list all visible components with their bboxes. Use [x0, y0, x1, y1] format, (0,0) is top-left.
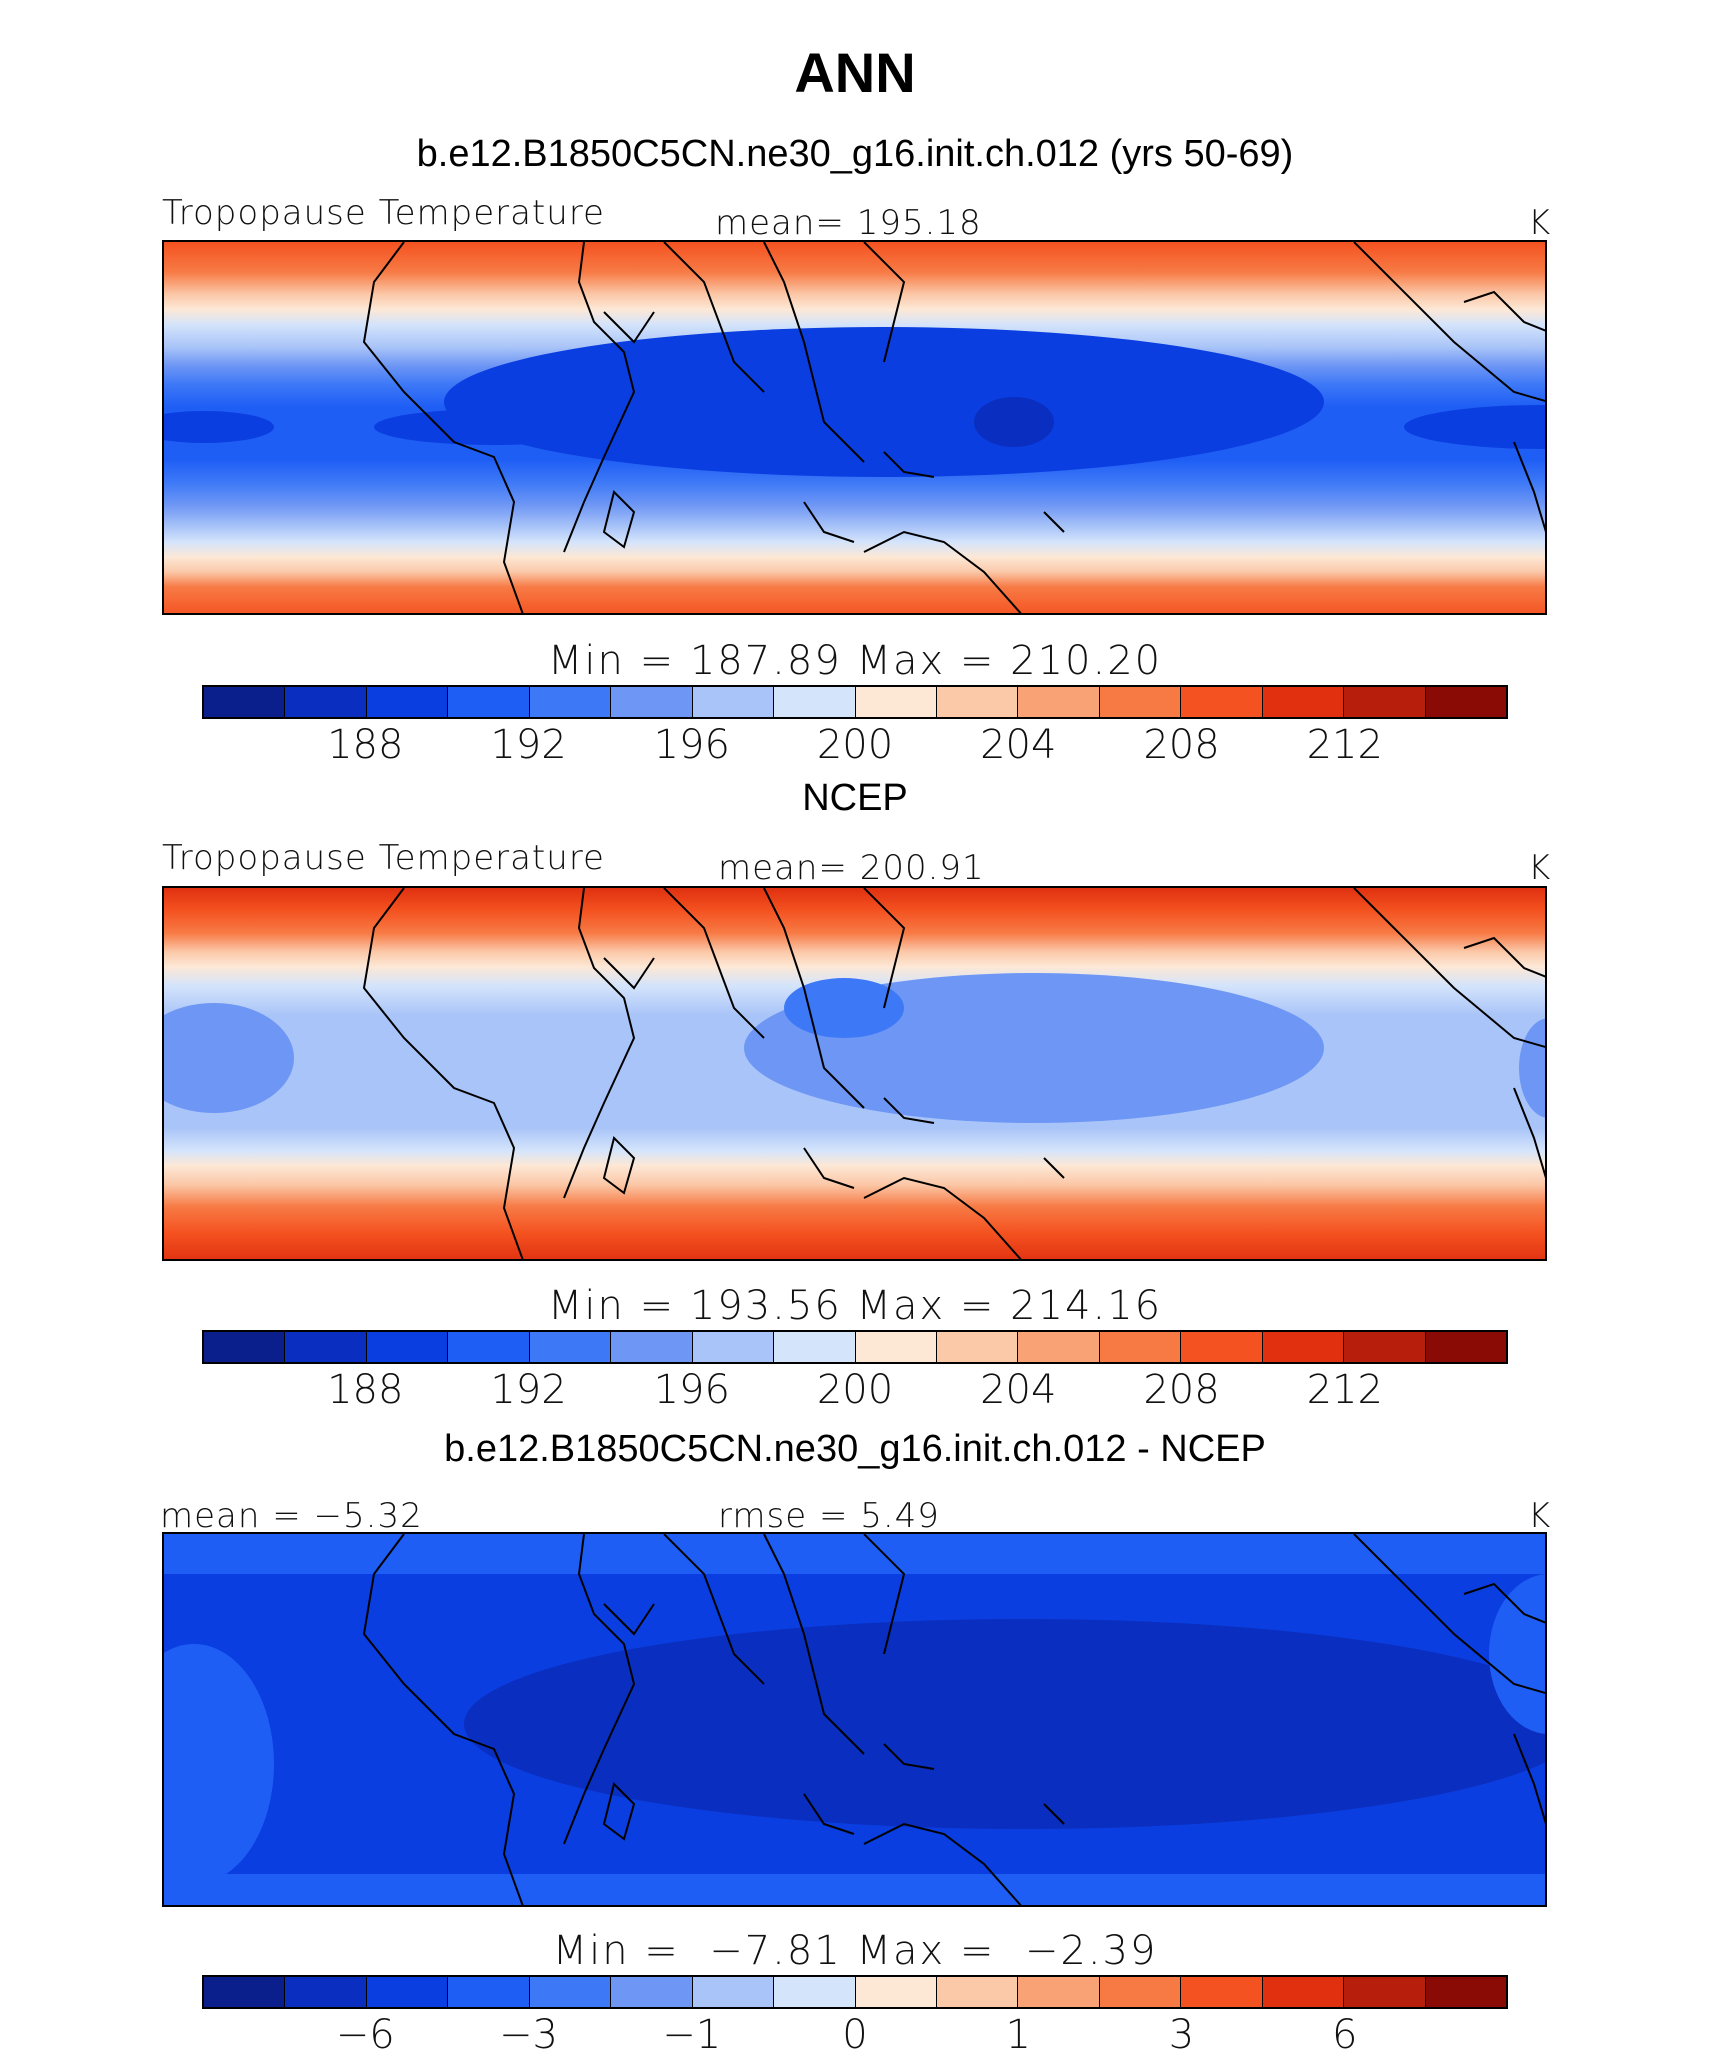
- colorbar-swatch: [1425, 1332, 1506, 1362]
- colorbar-swatch: [1344, 1977, 1426, 2007]
- panel-2-units-label: K: [1528, 848, 1552, 888]
- colorbar-swatch: [366, 1332, 449, 1362]
- panel-1-colorbar: [202, 685, 1508, 719]
- colorbar-tick-label: 188: [327, 1367, 404, 1413]
- panel-1-map: [162, 240, 1547, 615]
- colorbar-swatch: [285, 687, 367, 717]
- colorbar-tick-label: 208: [1143, 722, 1220, 768]
- colorbar-tick-label: 3: [1168, 2012, 1195, 2058]
- panel-2-variable-label: Tropopause Temperature: [162, 838, 605, 878]
- colorbar-swatch: [366, 687, 449, 717]
- colorbar-swatch: [529, 1332, 612, 1362]
- panel-1-heading: b.e12.B1850C5CN.ne30_g16.init.ch.012 (yr…: [416, 133, 1294, 175]
- panel-3-heading: b.e12.B1850C5CN.ne30_g16.init.ch.012 - N…: [444, 1428, 1266, 1470]
- colorbar-swatch: [285, 1977, 367, 2007]
- panel-3-rmse-label: rmse = 5.49: [718, 1496, 940, 1536]
- panel-2-colorbar: [202, 1330, 1508, 1364]
- colorbar-swatch: [611, 1977, 693, 2007]
- colorbar-tick-label: 212: [1306, 1367, 1383, 1413]
- colorbar-swatch: [204, 687, 286, 717]
- figure-title: ANN: [794, 41, 916, 104]
- panel-1-mean-label: mean= 195.18: [715, 203, 982, 243]
- panel-2-minmax: Min = 193.56 Max = 214.16: [547, 1283, 1163, 1329]
- colorbar-tick-label: 208: [1143, 1367, 1220, 1413]
- panel-2-heading: NCEP: [802, 777, 908, 819]
- colorbar-swatch: [1018, 1332, 1100, 1362]
- colorbar-swatch: [285, 1332, 367, 1362]
- panel-3-map: [162, 1532, 1547, 1907]
- colorbar-swatch: [774, 1977, 856, 2007]
- colorbar-swatch: [448, 1977, 530, 2007]
- colorbar-swatch: [204, 1332, 286, 1362]
- colorbar-swatch: [1262, 1332, 1345, 1362]
- panel-1-variable-label: Tropopause Temperature: [162, 193, 605, 233]
- colorbar-swatch: [1018, 687, 1100, 717]
- panel-2-colorbar-ticks: 188 192 196 200 204 208 212: [0, 1367, 1710, 1417]
- panel-3-minmax: Min = −7.81 Max = −2.39: [552, 1928, 1158, 1974]
- colorbar-swatch: [611, 1332, 693, 1362]
- panel-2-mean-label: mean= 200.91: [718, 848, 985, 888]
- colorbar-swatch: [1262, 1977, 1345, 2007]
- colorbar-tick-label: −3: [499, 2012, 558, 2058]
- colorbar-swatch: [692, 687, 775, 717]
- panel-1-minmax: Min = 187.89 Max = 210.20: [547, 638, 1163, 684]
- colorbar-swatch: [611, 687, 693, 717]
- colorbar-tick-label: 200: [816, 1367, 894, 1413]
- colorbar-tick-label: 192: [490, 722, 567, 768]
- colorbar-swatch: [1425, 1977, 1506, 2007]
- colorbar-swatch: [366, 1977, 449, 2007]
- colorbar-swatch: [204, 1977, 286, 2007]
- colorbar-swatch: [1344, 687, 1426, 717]
- colorbar-tick-label: 0: [842, 2012, 868, 2058]
- colorbar-swatch: [774, 687, 856, 717]
- panel-1-colorbar-ticks: 188 192 196 200 204 208 212: [0, 722, 1710, 772]
- colorbar-tick-label: 196: [653, 722, 730, 768]
- colorbar-swatch: [1425, 687, 1506, 717]
- colorbar-tick-label: −6: [335, 2012, 395, 2058]
- colorbar-swatch: [692, 1332, 775, 1362]
- colorbar-swatch: [1181, 1977, 1263, 2007]
- colorbar-swatch: [692, 1977, 775, 2007]
- colorbar-swatch: [855, 1332, 937, 1362]
- panel-2-map: [162, 886, 1547, 1261]
- colorbar-tick-label: 1: [1005, 2012, 1031, 2058]
- colorbar-tick-label: 6: [1332, 2012, 1358, 2058]
- colorbar-tick-label: 212: [1306, 722, 1383, 768]
- colorbar-swatch: [1181, 687, 1263, 717]
- colorbar-tick-label: −1: [662, 2012, 722, 2058]
- colorbar-swatch: [1344, 1332, 1426, 1362]
- panel-3-mean-label: mean = −5.32: [160, 1496, 423, 1536]
- colorbar-tick-label: 188: [327, 722, 404, 768]
- panel-3-colorbar-ticks: −6 −3 −1 0 1 3 6: [0, 2012, 1710, 2062]
- colorbar-swatch: [448, 687, 530, 717]
- colorbar-swatch: [1262, 687, 1345, 717]
- colorbar-tick-label: 196: [653, 1367, 730, 1413]
- colorbar-swatch: [1018, 1977, 1100, 2007]
- colorbar-swatch: [774, 1332, 856, 1362]
- colorbar-swatch: [936, 687, 1019, 717]
- colorbar-tick-label: 192: [490, 1367, 567, 1413]
- colorbar-tick-label: 200: [816, 722, 894, 768]
- colorbar-swatch: [448, 1332, 530, 1362]
- colorbar-swatch: [936, 1977, 1019, 2007]
- colorbar-swatch: [855, 1977, 937, 2007]
- colorbar-tick-label: 204: [980, 1367, 1057, 1413]
- colorbar-swatch: [529, 687, 612, 717]
- colorbar-swatch: [529, 1977, 612, 2007]
- colorbar-swatch: [855, 687, 937, 717]
- colorbar-swatch: [1099, 1977, 1182, 2007]
- colorbar-swatch: [1099, 1332, 1182, 1362]
- colorbar-swatch: [1181, 1332, 1263, 1362]
- panel-3-units-label: K: [1528, 1496, 1552, 1536]
- panel-1-units-label: K: [1528, 203, 1552, 243]
- colorbar-tick-label: 204: [980, 722, 1057, 768]
- colorbar-swatch: [936, 1332, 1019, 1362]
- colorbar-swatch: [1099, 687, 1182, 717]
- panel-3-colorbar: [202, 1975, 1508, 2009]
